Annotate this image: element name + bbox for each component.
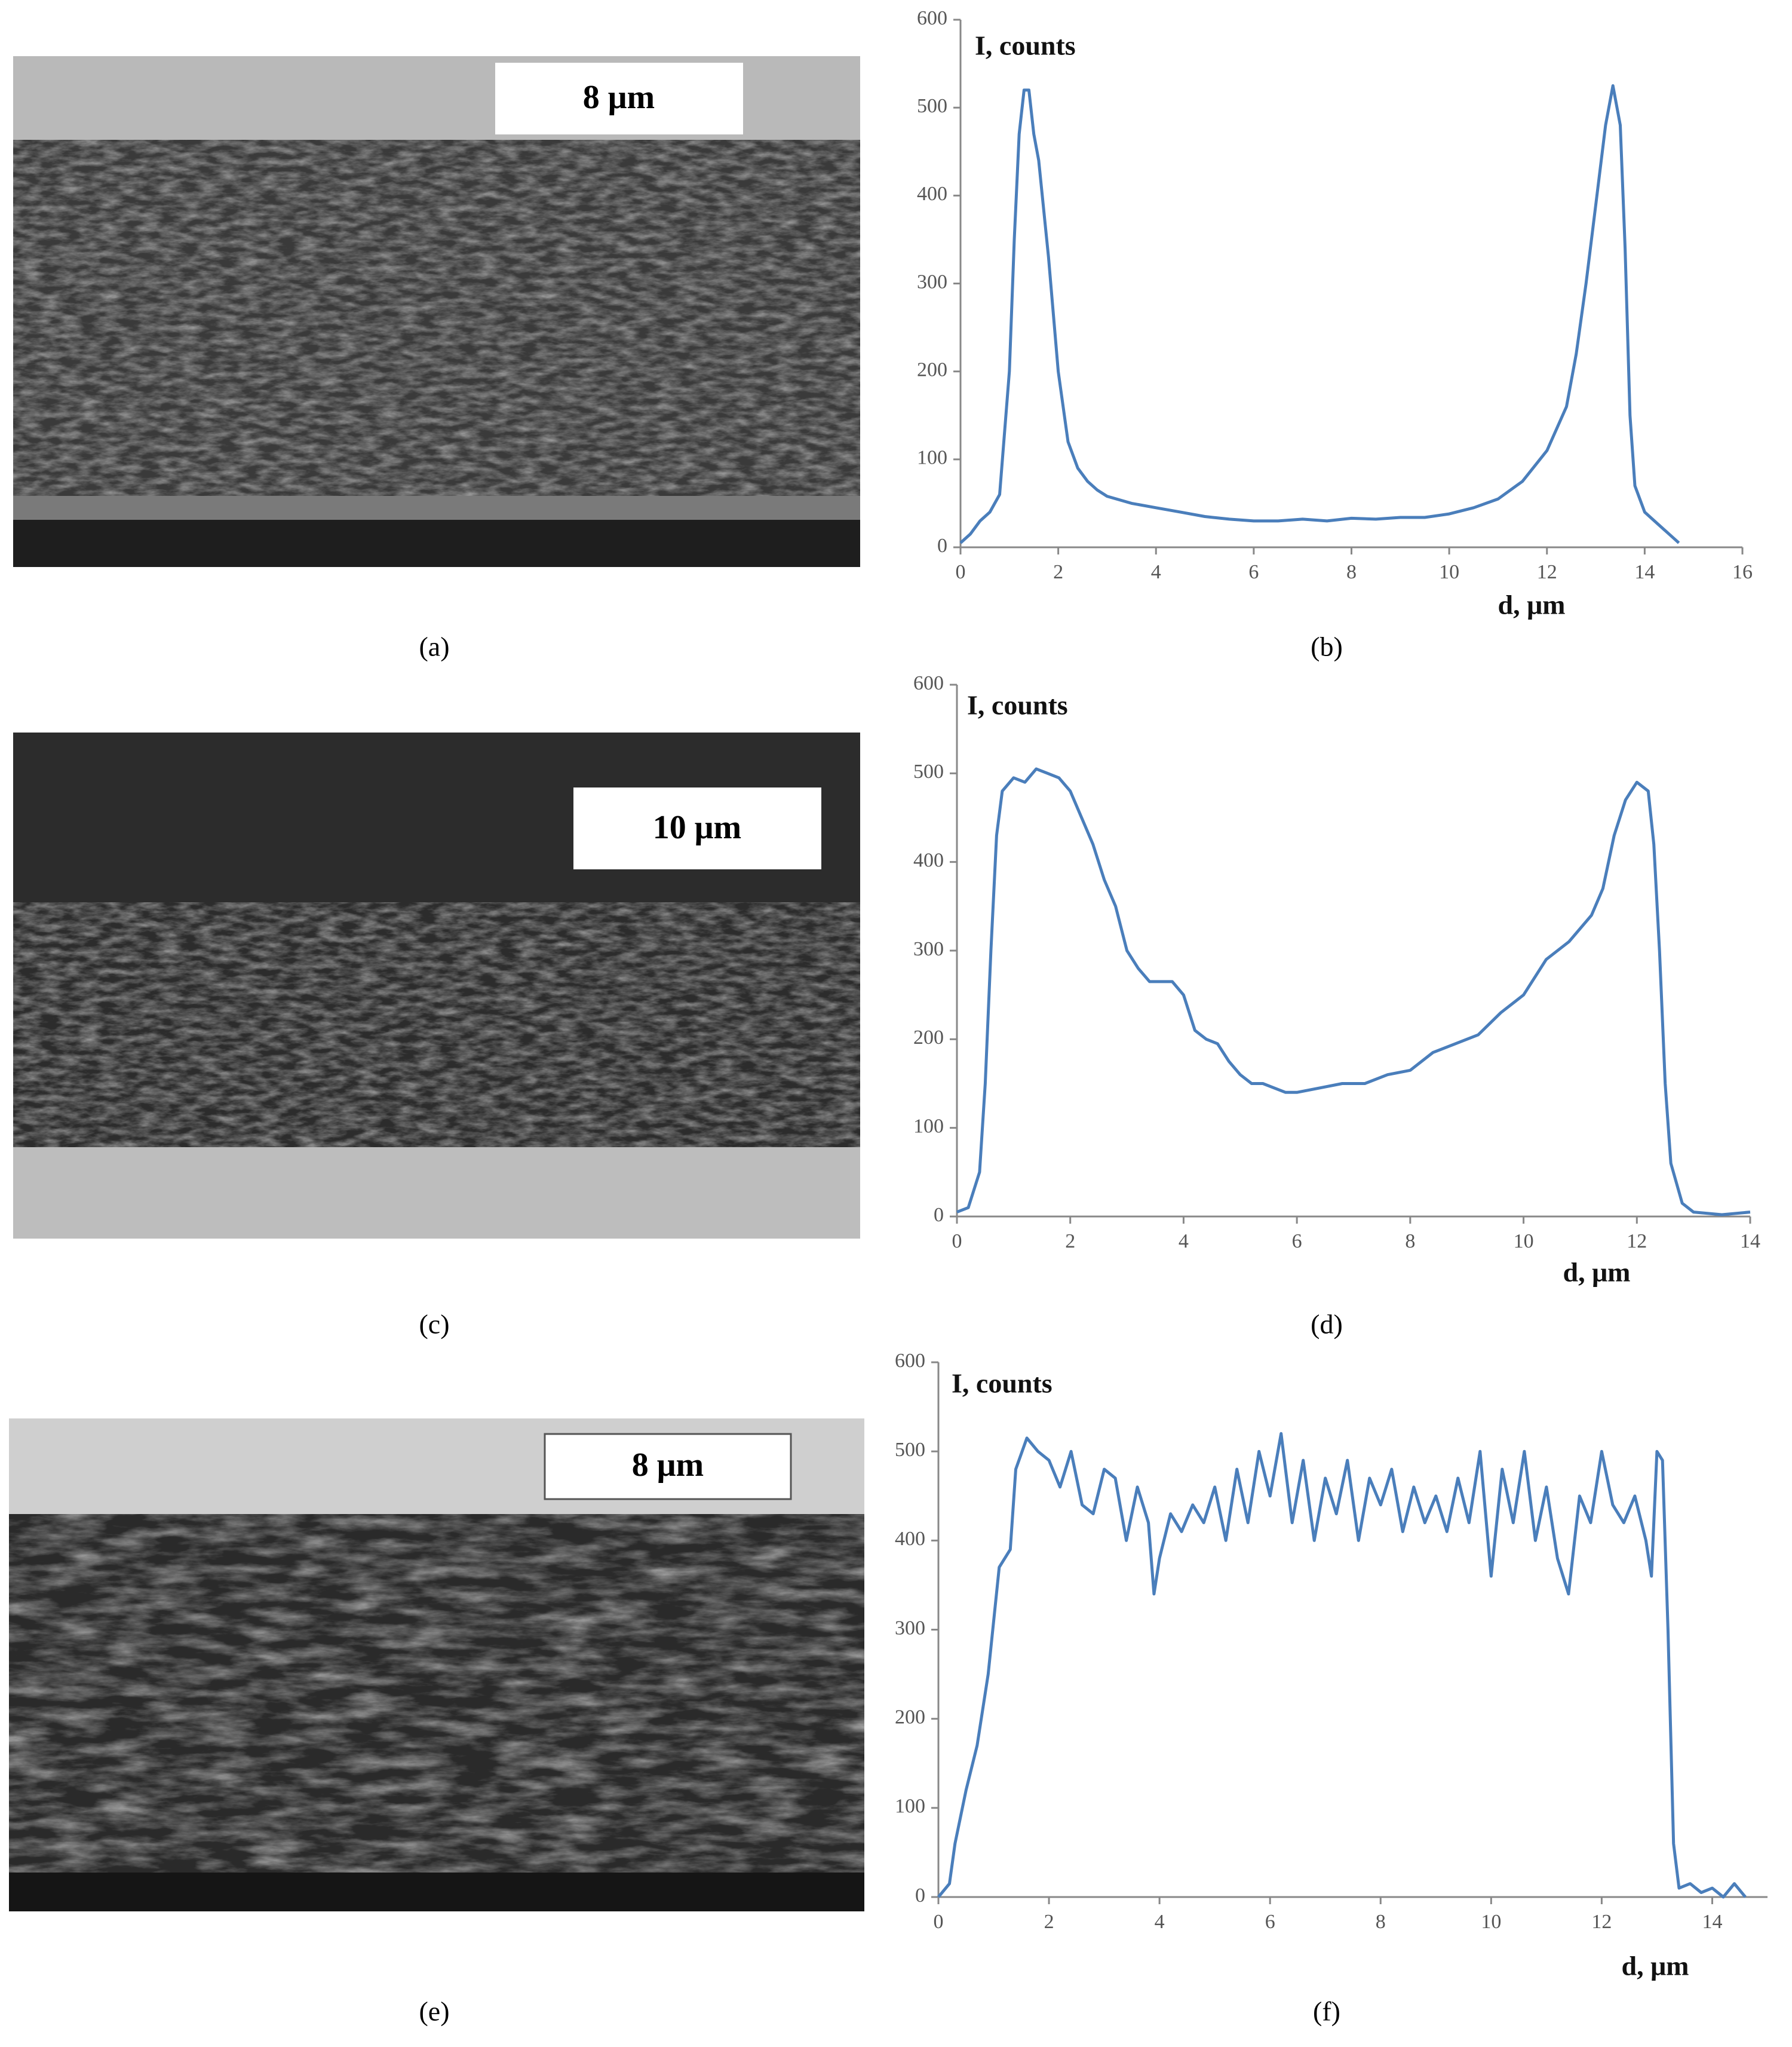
y-tick-label: 400 <box>895 1528 925 1550</box>
x-tick-label: 10 <box>1481 1911 1501 1933</box>
y-tick-label: 500 <box>913 761 944 783</box>
x-tick-label: 6 <box>1292 1230 1302 1252</box>
x-tick-label: 0 <box>952 1230 962 1252</box>
y-axis-title: I, counts <box>975 30 1076 61</box>
y-tick-label: 600 <box>895 1350 925 1372</box>
y-tick-label: 0 <box>915 1884 925 1907</box>
y-tick-label: 100 <box>917 447 947 469</box>
y-tick-label: 200 <box>913 1026 944 1049</box>
y-tick-label: 400 <box>913 849 944 871</box>
x-axis-title: d, μm <box>1498 590 1566 620</box>
x-tick-label: 6 <box>1248 561 1259 583</box>
y-axis-title: I, counts <box>967 690 1068 721</box>
x-tick-label: 8 <box>1346 561 1357 583</box>
x-axis-title: d, μm <box>1563 1257 1631 1288</box>
x-tick-label: 14 <box>1702 1911 1722 1933</box>
scale-bar-label: 10 μm <box>653 809 741 846</box>
y-tick-label: 600 <box>913 672 944 694</box>
y-tick-label: 300 <box>917 271 947 293</box>
y-tick-label: 200 <box>917 358 947 381</box>
y-tick-label: 100 <box>895 1795 925 1818</box>
x-tick-label: 0 <box>956 561 966 583</box>
x-tick-label: 14 <box>1634 561 1655 583</box>
data-line <box>937 1432 1747 1899</box>
x-tick-label: 12 <box>1627 1230 1647 1252</box>
panel-label: (b) <box>1311 632 1343 662</box>
panel-label: (d) <box>1311 1309 1343 1340</box>
x-tick-label: 4 <box>1155 1911 1165 1933</box>
sem-image-c <box>13 733 860 1239</box>
y-tick-label: 300 <box>913 938 944 960</box>
x-tick-label: 8 <box>1376 1911 1386 1933</box>
y-tick-label: 200 <box>895 1706 925 1728</box>
x-tick-label: 10 <box>1514 1230 1534 1252</box>
x-axis-title: d, μm <box>1622 1951 1689 1981</box>
x-tick-label: 0 <box>934 1911 944 1933</box>
data-line <box>959 84 1680 544</box>
panel-label: (c) <box>419 1309 449 1340</box>
panel-label: (f) <box>1313 1996 1340 2027</box>
x-tick-label: 14 <box>1740 1230 1760 1252</box>
scale-bar-label: 8 μm <box>583 79 655 116</box>
y-tick-label: 500 <box>895 1439 925 1461</box>
panel-label: (e) <box>419 1996 449 2027</box>
x-tick-label: 2 <box>1053 561 1063 583</box>
y-tick-label: 0 <box>934 1204 944 1226</box>
x-tick-label: 6 <box>1265 1911 1275 1933</box>
y-tick-label: 500 <box>917 95 947 117</box>
y-tick-label: 0 <box>937 535 947 557</box>
data-line <box>956 767 1751 1216</box>
sem-image-e <box>9 1418 864 1911</box>
x-tick-label: 4 <box>1179 1230 1189 1252</box>
y-tick-label: 100 <box>913 1115 944 1137</box>
scale-bar-label: 8 μm <box>632 1447 704 1484</box>
x-tick-label: 8 <box>1405 1230 1415 1252</box>
y-tick-label: 600 <box>917 7 947 29</box>
sem-image-a <box>13 56 860 567</box>
y-tick-label: 400 <box>917 183 947 205</box>
x-tick-label: 4 <box>1151 561 1161 583</box>
panel-label: (a) <box>419 632 449 662</box>
y-axis-title: I, counts <box>952 1368 1053 1399</box>
x-tick-label: 10 <box>1439 561 1459 583</box>
y-tick-label: 300 <box>895 1617 925 1639</box>
x-tick-label: 12 <box>1591 1911 1612 1933</box>
x-tick-label: 2 <box>1044 1911 1054 1933</box>
x-tick-label: 12 <box>1537 561 1557 583</box>
x-tick-label: 16 <box>1732 561 1753 583</box>
x-tick-label: 2 <box>1065 1230 1075 1252</box>
